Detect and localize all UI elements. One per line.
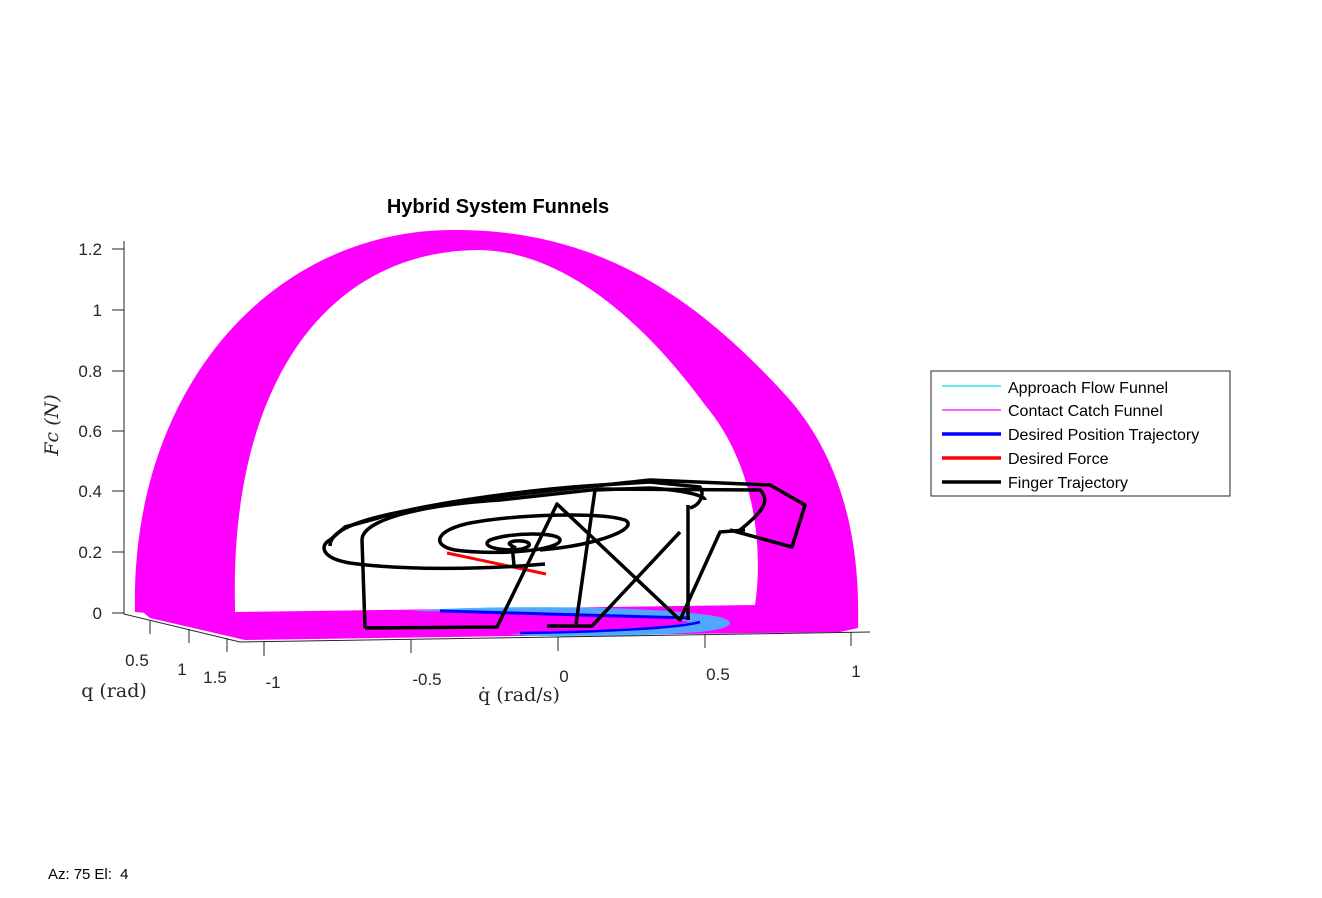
y-tick-label: 0 xyxy=(559,667,568,686)
z-tick-label: 1 xyxy=(93,301,102,320)
x-tick-label: 1 xyxy=(177,660,186,679)
az-label: Az: xyxy=(48,866,70,883)
contact-catch-funnel xyxy=(134,229,859,628)
el-label: El: xyxy=(94,866,112,883)
x-tick-label: 1.5 xyxy=(203,668,227,687)
desired-force xyxy=(446,551,547,576)
y-axis-label: q̇ (rad/s) xyxy=(478,684,560,706)
y-axis xyxy=(239,631,871,656)
z-axis-label: Fc (N) xyxy=(41,394,63,456)
legend-entry: Contact Catch Funnel xyxy=(1008,403,1163,420)
el-value: 4 xyxy=(120,866,129,883)
legend-entry: Finger Trajectory xyxy=(1008,475,1128,492)
legend: Approach Flow Funnel Contact Catch Funne… xyxy=(930,370,1231,497)
z-tick-label: 1.2 xyxy=(78,240,102,259)
az-value: 75 xyxy=(73,866,91,883)
finger-trajectory xyxy=(322,478,807,630)
legend-entry: Desired Position Trajectory xyxy=(1008,427,1199,444)
z-tick-label: 0.4 xyxy=(78,482,102,501)
chart-title: Hybrid System Funnels xyxy=(387,196,609,218)
z-tick-label: 0 xyxy=(93,604,102,623)
desired-position-trajectory-curve xyxy=(519,620,701,635)
z-tick-label: 0.2 xyxy=(78,543,102,562)
desired-position-trajectory xyxy=(439,609,691,620)
z-tick-label: 0.6 xyxy=(78,422,102,441)
x-axis xyxy=(123,613,241,652)
y-tick-label: 1 xyxy=(851,662,860,681)
legend-entry: Desired Force xyxy=(1008,451,1109,468)
z-tick-label: 0.8 xyxy=(78,362,102,381)
x-axis-label: q (rad) xyxy=(81,680,147,702)
y-tick-label: -0.5 xyxy=(412,670,441,689)
view-angle-readout: Az: 75 El: 4 xyxy=(48,866,132,883)
legend-entry: Approach Flow Funnel xyxy=(1008,380,1168,397)
z-axis xyxy=(112,241,125,614)
x-tick-label: 0.5 xyxy=(125,651,149,670)
y-tick-label: 0.5 xyxy=(706,665,730,684)
y-tick-label: -1 xyxy=(265,673,280,692)
